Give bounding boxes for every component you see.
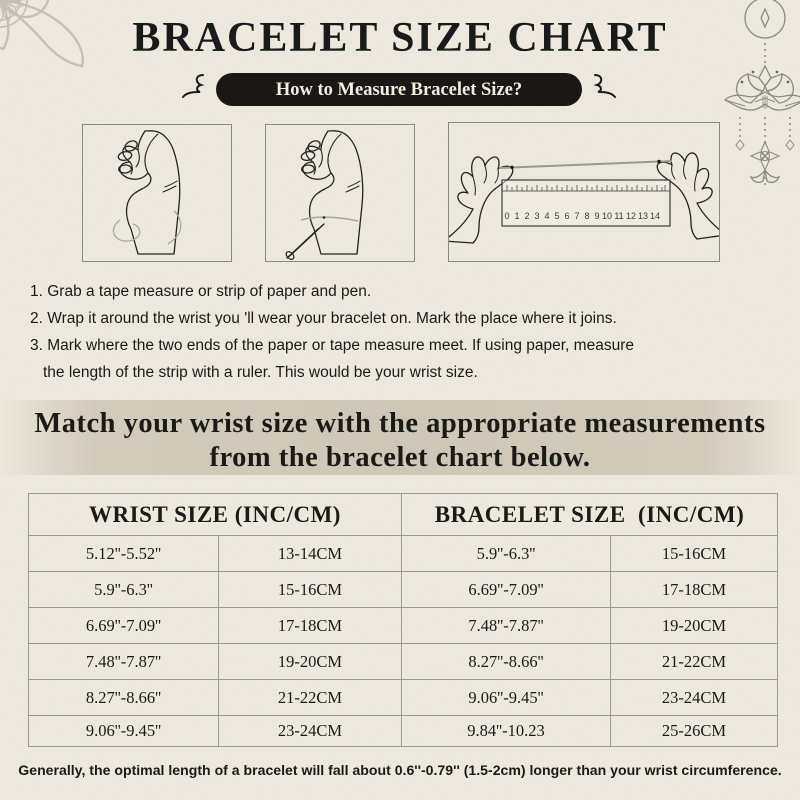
svg-text:0: 0 [504, 211, 509, 221]
svg-text:10: 10 [602, 211, 612, 221]
svg-text:13: 13 [638, 211, 648, 221]
svg-text:6: 6 [564, 211, 569, 221]
svg-text:1: 1 [514, 211, 519, 221]
svg-text:11: 11 [614, 211, 623, 221]
svg-text:5: 5 [554, 211, 559, 221]
svg-text:2: 2 [524, 211, 529, 221]
svg-text:12: 12 [626, 211, 636, 221]
svg-text:14: 14 [650, 211, 660, 221]
svg-text:8: 8 [584, 211, 589, 221]
svg-text:4: 4 [544, 211, 549, 221]
svg-text:3: 3 [534, 211, 539, 221]
svg-text:7: 7 [574, 211, 579, 221]
svg-text:9: 9 [594, 211, 599, 221]
